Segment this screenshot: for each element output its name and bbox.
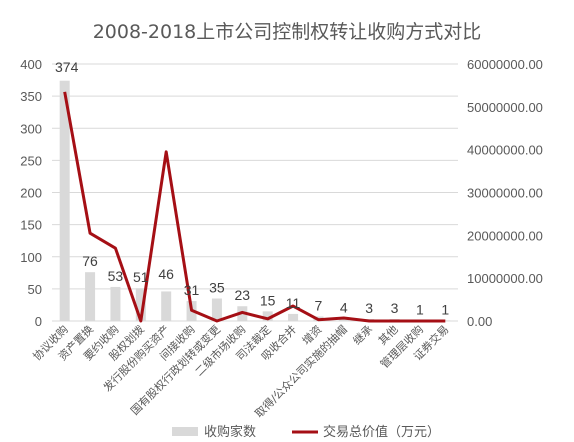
data-label: 51 (133, 269, 149, 285)
data-label: 15 (260, 292, 276, 308)
data-label: 76 (82, 253, 98, 269)
data-label: 23 (235, 287, 251, 303)
left-axis: 0 50 100 150 200 250 300 350 400 (20, 57, 42, 329)
legend-line-label: 交易总价值（万元） (323, 424, 440, 440)
right-tick-label: 10000000.00 (467, 271, 543, 286)
left-tick-label: 350 (20, 89, 42, 104)
bar (288, 313, 299, 321)
data-label: 31 (184, 282, 200, 298)
right-axis: 0.00 10000000.00 20000000.00 30000000.00 400… (467, 57, 543, 329)
data-label: 35 (209, 280, 225, 296)
right-tick-label: 50000000.00 (467, 100, 543, 115)
left-tick-label: 0 (35, 314, 42, 329)
right-tick-label: 60000000.00 (467, 57, 543, 72)
legend-bar-label: 收购家数 (204, 424, 256, 440)
bar (338, 318, 349, 321)
right-tick-label: 20000000.00 (467, 228, 543, 243)
left-tick-label: 300 (20, 121, 42, 136)
data-label: 3 (365, 300, 373, 316)
left-tick-label: 200 (20, 186, 42, 201)
bar (85, 272, 96, 321)
bar (262, 311, 273, 321)
left-tick-label: 100 (20, 250, 42, 265)
right-tick-label: 30000000.00 (467, 186, 543, 201)
data-label: 1 (416, 301, 424, 317)
bar (211, 298, 222, 321)
line-series (63, 91, 446, 323)
data-label: 11 (286, 295, 301, 311)
bar (135, 288, 146, 321)
data-label: 3 (391, 300, 399, 316)
legend-bar-swatch (172, 427, 198, 436)
category-axis: 协议收购资产置换要约收购股权划拨发行股份购买资产间接收购国有股权行政划转或变更二… (30, 322, 452, 420)
data-label: 53 (108, 268, 124, 284)
data-label: 4 (340, 299, 348, 315)
right-tick-label: 0.00 (467, 314, 492, 329)
left-tick-label: 400 (20, 57, 42, 72)
left-tick-label: 50 (28, 282, 42, 297)
data-label: 1 (441, 301, 449, 317)
bar (161, 291, 172, 321)
series-line (63, 91, 446, 323)
data-label: 46 (158, 266, 174, 282)
data-label: 374 (55, 59, 79, 75)
data-label: 7 (315, 298, 323, 314)
chart-title: 2008-2018上市公司控制权转让收购方式对比 (93, 21, 482, 43)
bar (110, 286, 121, 321)
legend: 收购家数 交易总价值（万元） (172, 424, 440, 440)
category-label: 继承 (351, 323, 376, 348)
bar-series (59, 80, 451, 321)
left-tick-label: 250 (20, 153, 42, 168)
right-tick-label: 40000000.00 (467, 143, 543, 158)
left-tick-label: 150 (20, 218, 42, 233)
bar (59, 80, 70, 321)
